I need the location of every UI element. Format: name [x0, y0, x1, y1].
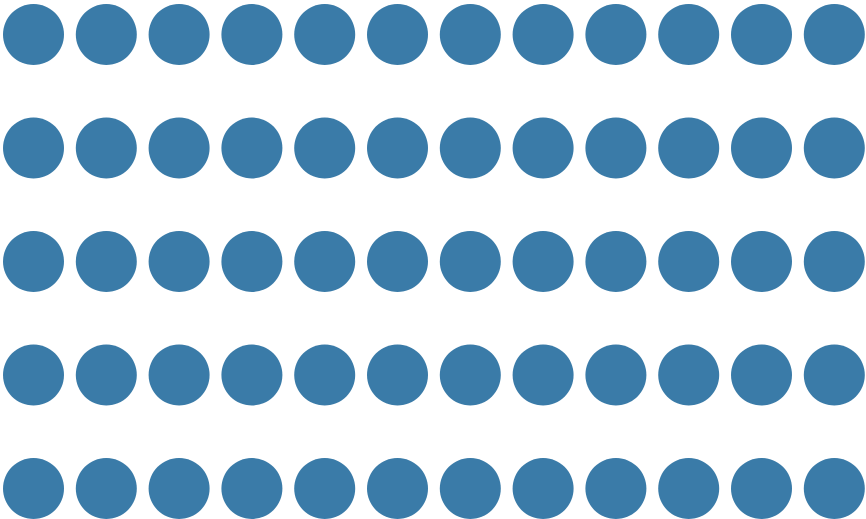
dot — [731, 117, 792, 179]
dot — [75, 344, 137, 406]
dot — [803, 4, 865, 65]
dot — [148, 344, 210, 406]
dot — [658, 344, 720, 406]
dot — [221, 4, 283, 65]
dot — [367, 231, 428, 292]
dot — [294, 231, 356, 292]
dot — [367, 4, 428, 65]
dot — [803, 458, 865, 519]
dot — [731, 231, 792, 292]
dot — [731, 458, 792, 519]
dot — [3, 4, 64, 65]
dot — [439, 458, 501, 519]
dot — [585, 4, 647, 65]
dot — [3, 344, 64, 406]
dot — [512, 231, 574, 292]
dot — [658, 4, 720, 65]
dot — [803, 117, 865, 179]
dot — [439, 117, 501, 179]
dot — [75, 231, 137, 292]
dot — [148, 117, 210, 179]
dot — [3, 231, 64, 292]
dot — [512, 117, 574, 179]
dot — [658, 117, 720, 179]
dot — [75, 117, 137, 179]
dot — [803, 344, 865, 406]
dot — [512, 458, 574, 519]
dot — [512, 4, 574, 65]
dot — [75, 4, 137, 65]
dot — [439, 4, 501, 65]
dot — [75, 458, 137, 519]
dot — [658, 231, 720, 292]
dot — [148, 458, 210, 519]
dot — [221, 458, 283, 519]
dot — [585, 458, 647, 519]
dot — [512, 344, 574, 406]
dot — [439, 344, 501, 406]
dot — [3, 458, 64, 519]
dot — [585, 344, 647, 406]
dot — [367, 117, 428, 179]
dot — [221, 117, 283, 179]
dot — [731, 4, 792, 65]
dot — [658, 458, 720, 519]
dot — [294, 344, 356, 406]
dot — [221, 344, 283, 406]
dot — [585, 231, 647, 292]
dot — [731, 344, 792, 406]
dot — [585, 117, 647, 179]
dot — [294, 117, 356, 179]
dot — [294, 458, 356, 519]
dot — [439, 231, 501, 292]
dot — [294, 4, 356, 65]
dot — [803, 231, 865, 292]
dot — [148, 231, 210, 292]
dot — [3, 117, 64, 179]
dot — [367, 344, 428, 406]
dot — [221, 231, 283, 292]
dot — [148, 4, 210, 65]
dot — [367, 458, 428, 519]
